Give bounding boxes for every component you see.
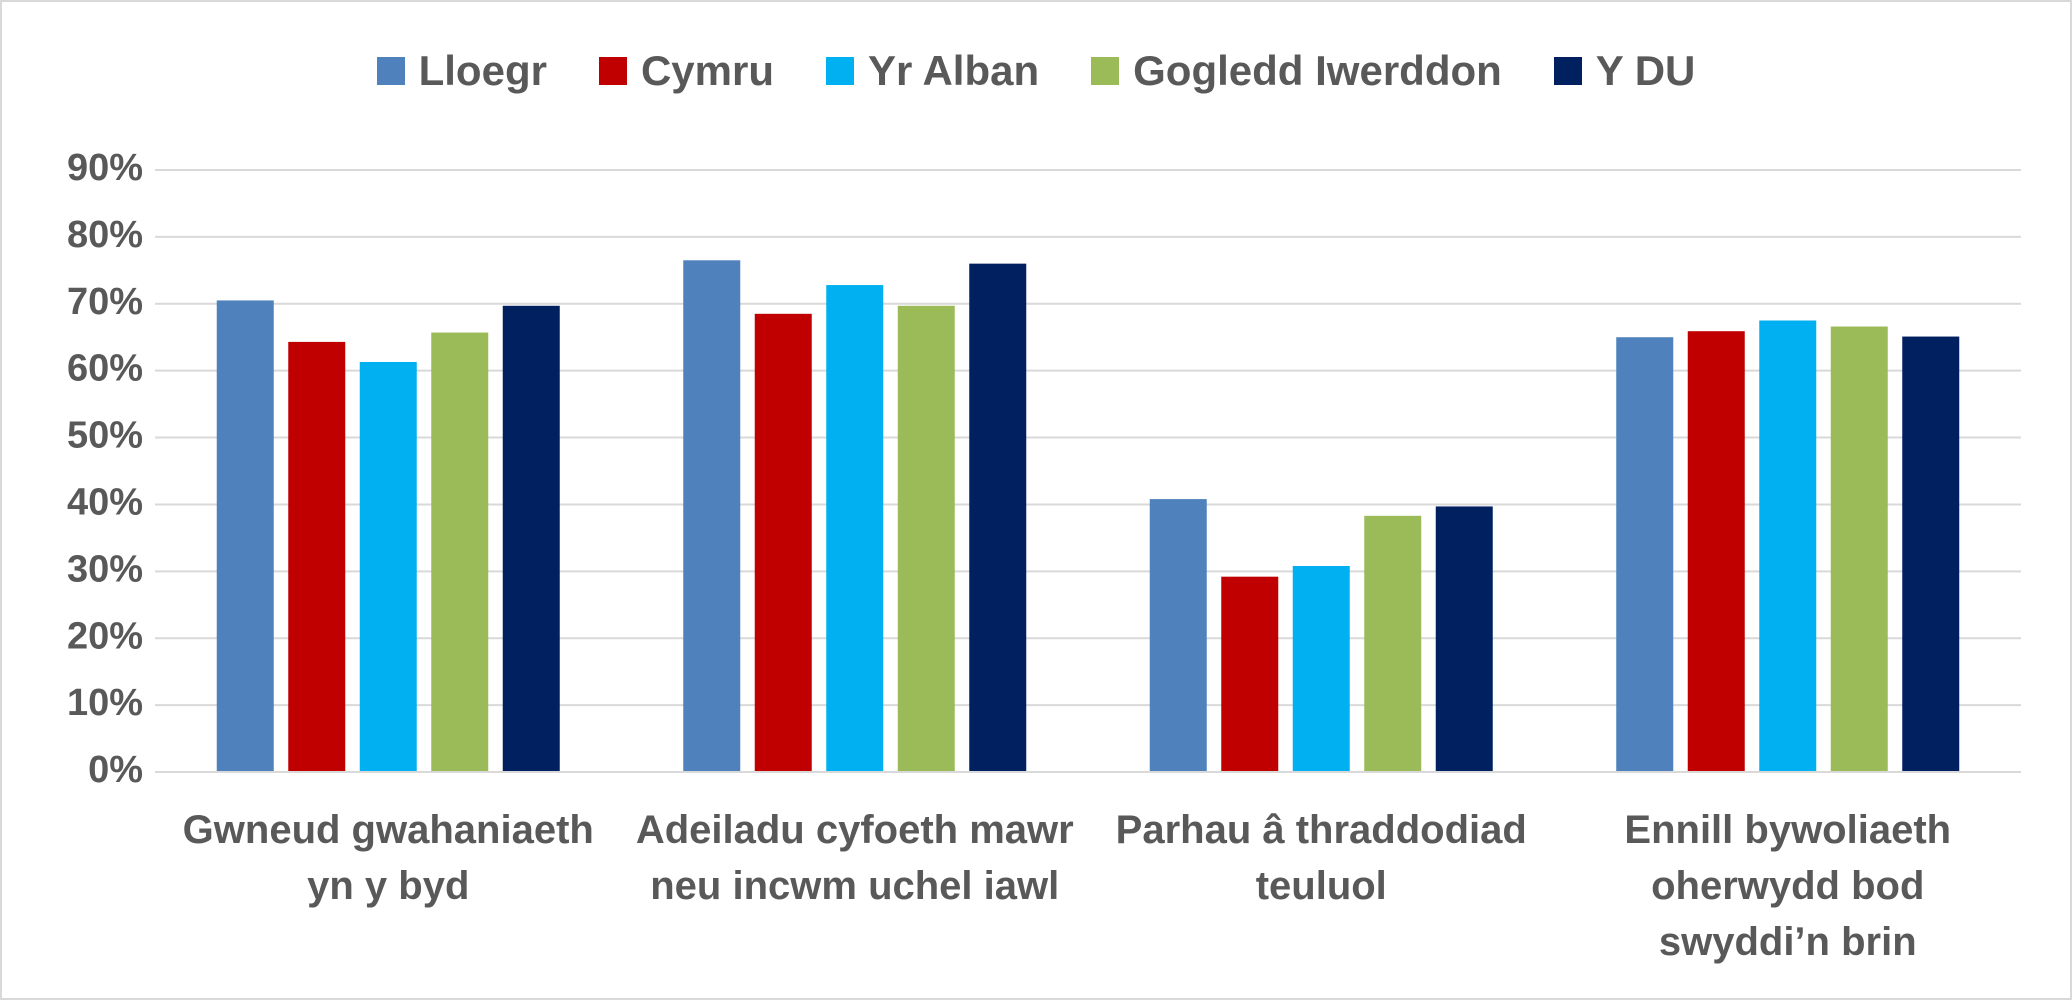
bar <box>1221 576 1279 772</box>
bar <box>1830 326 1888 772</box>
x-tick-label: Ennill bywoliaeth oherwydd bod swyddi’n … <box>1624 808 1952 964</box>
y-tick-label: 10% <box>67 682 143 724</box>
legend-label: Cymru <box>640 47 774 94</box>
x-tick-label: Parhau â thraddodiad teuluol <box>1115 808 1527 908</box>
y-tick-label: 30% <box>67 548 143 590</box>
bar <box>683 260 741 772</box>
legend-label: Gogledd Iwerddon <box>1133 47 1502 94</box>
bar <box>1292 565 1350 772</box>
legend-swatch <box>1553 57 1582 85</box>
legend-swatch <box>598 57 627 85</box>
bar <box>1616 337 1674 772</box>
legend-item: Cymru <box>598 47 774 95</box>
bar <box>826 285 884 772</box>
legend-swatch <box>826 57 854 85</box>
y-tick-label: 70% <box>67 281 143 323</box>
y-tick-label: 20% <box>67 615 143 657</box>
legend-item: Y DU <box>1553 47 1696 95</box>
bar <box>754 313 812 772</box>
y-tick-label: 80% <box>67 214 143 256</box>
bar <box>1759 320 1817 772</box>
bar <box>431 332 489 772</box>
y-tick-label: 60% <box>67 348 143 390</box>
x-tick-label: Gwneud gwahaniaeth yn y byd <box>182 808 594 908</box>
bar <box>502 305 560 772</box>
bar <box>969 263 1027 772</box>
legend-swatch <box>1091 57 1120 85</box>
y-tick-label: 90% <box>67 147 143 189</box>
legend: Lloegr Cymru Yr Alban Gogledd Iwerddon Y DU <box>2 47 2070 95</box>
bar <box>288 341 346 772</box>
legend-item: Yr Alban <box>826 47 1039 95</box>
bar <box>216 300 274 772</box>
bar <box>1149 499 1207 772</box>
bar <box>897 305 955 772</box>
bar <box>1687 331 1745 772</box>
bar <box>1364 515 1422 772</box>
bar <box>359 361 417 772</box>
legend-label: Y DU <box>1595 47 1696 94</box>
legend-label: Lloegr <box>418 47 547 94</box>
x-tick-label: Adeiladu cyfoeth mawr neu incwm uchel ia… <box>635 808 1074 908</box>
bar <box>1902 336 1960 772</box>
legend-item: Lloegr <box>376 47 547 95</box>
legend-item: Gogledd Iwerddon <box>1091 47 1502 95</box>
legend-label: Yr Alban <box>868 47 1040 94</box>
y-tick-label: 50% <box>67 415 143 457</box>
bar <box>1435 506 1493 772</box>
legend-swatch <box>376 57 405 85</box>
y-tick-label: 0% <box>88 749 143 791</box>
y-tick-label: 40% <box>67 481 143 523</box>
